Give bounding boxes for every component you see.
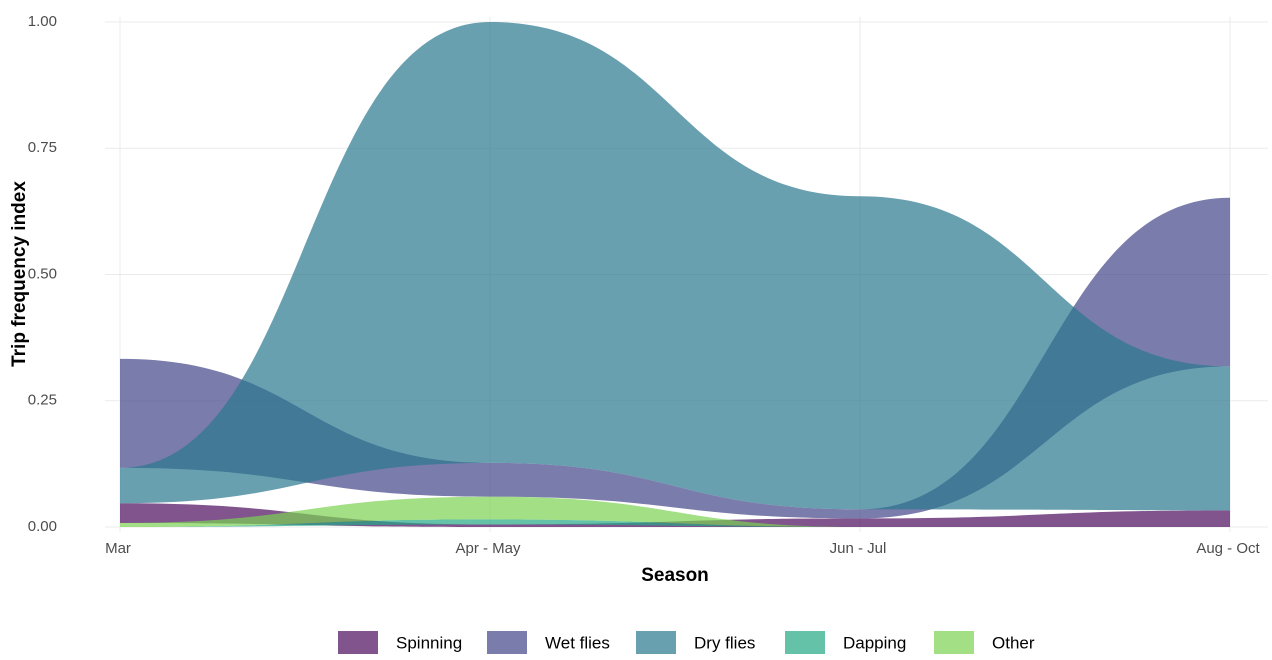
stream-area [120,496,1230,527]
legend-label: Dapping [843,633,906,652]
y-axis-title: Trip frequency index [9,181,30,367]
legend-swatch [487,631,527,654]
y-tick-label: 0.75 [28,139,57,156]
stream-area [120,519,1230,527]
y-tick-label: 0.25 [28,392,57,409]
legend-label: Other [992,633,1035,652]
legend-label: Wet flies [545,633,610,652]
x-tick-label: Mar [105,540,131,557]
stream-area [120,22,1230,511]
y-tick-label: 0.50 [28,265,57,282]
x-tick-label: Jun - Jul [830,540,887,557]
stream-area [120,503,1230,527]
legend-swatch [934,631,974,654]
legend-label: Spinning [396,633,462,652]
legend-swatch [338,631,378,654]
x-tick-label: Aug - Oct [1196,540,1260,557]
x-tick-label: Apr - May [455,540,521,557]
y-tick-label: 1.00 [28,13,57,30]
legend-swatch [636,631,676,654]
y-tick-label: 0.00 [28,518,57,535]
x-axis-title: Season [641,565,709,586]
legend-label: Dry flies [694,633,755,652]
legend-swatch [785,631,825,654]
